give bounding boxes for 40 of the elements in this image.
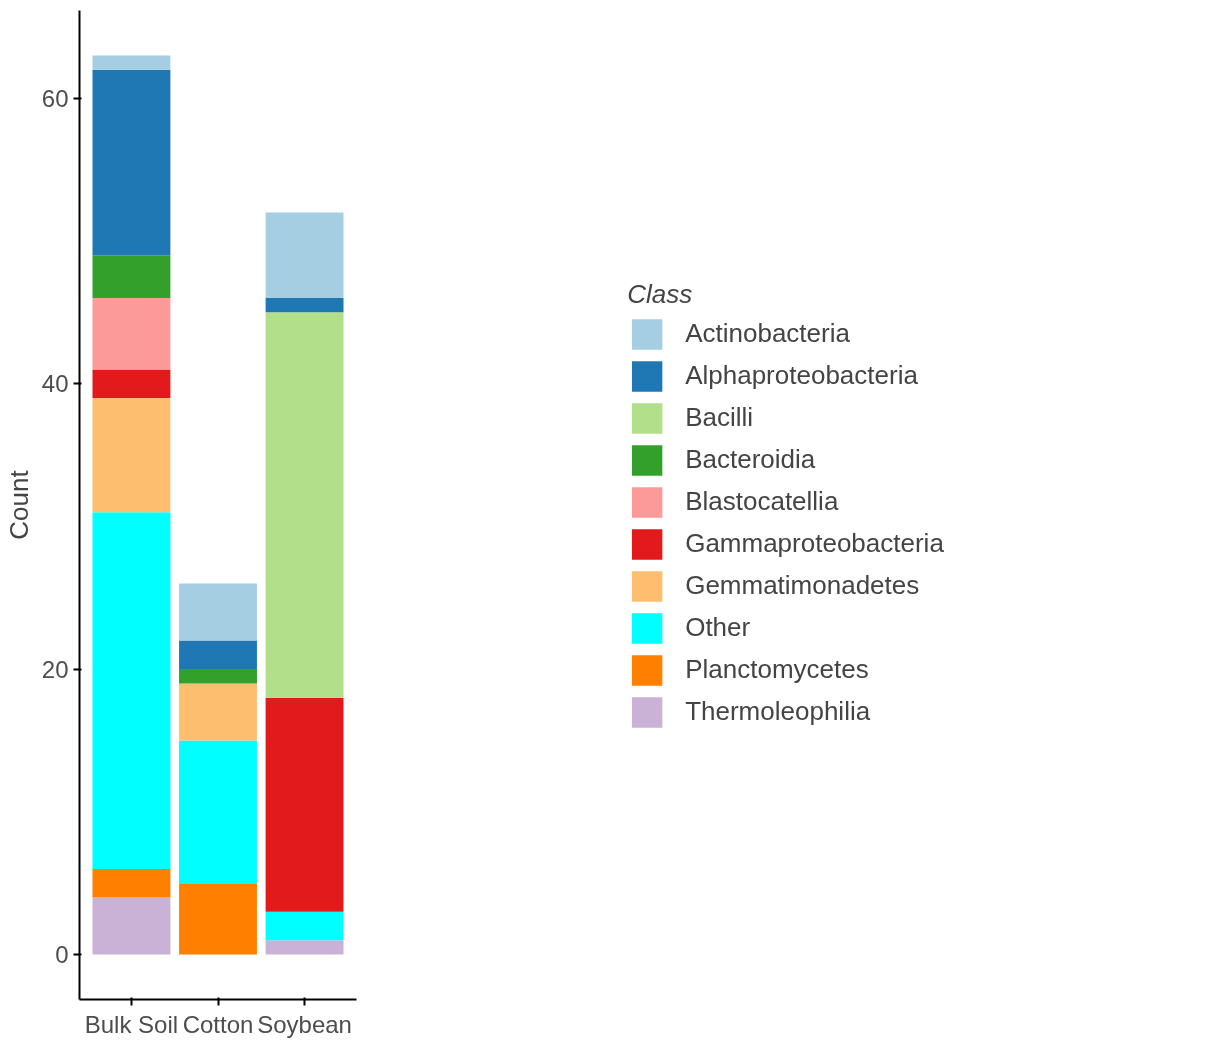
- y-tick-label: 20: [41, 655, 69, 683]
- y-tick-label: 0: [55, 941, 69, 969]
- bar: [92, 255, 171, 299]
- bar: [265, 911, 344, 941]
- bar: [92, 512, 171, 869]
- bar: [179, 883, 257, 955]
- bar: [179, 669, 257, 684]
- x-tick-label: Soybean: [257, 1010, 352, 1038]
- legend-label: Thermoleophilia: [685, 696, 871, 727]
- bar: [92, 868, 171, 898]
- legend-label: Other: [685, 612, 751, 643]
- bar: [179, 740, 257, 884]
- x-tick-label: Cotton: [182, 1010, 254, 1038]
- legend-label: Bacteroidia: [685, 444, 816, 475]
- bar: [265, 312, 344, 698]
- legend-label: Blastocatellia: [685, 486, 839, 517]
- bar: [92, 69, 171, 256]
- bar: [179, 683, 257, 741]
- bar: [92, 369, 171, 398]
- legend-title: Class: [627, 278, 694, 310]
- bar: [265, 940, 344, 955]
- bar: [265, 298, 344, 313]
- bar: [179, 640, 257, 670]
- bar: [92, 298, 171, 370]
- bar: [179, 583, 257, 641]
- y-tick-label: 60: [41, 84, 69, 112]
- y-tick-label: 40: [41, 370, 69, 398]
- bar: [92, 897, 171, 955]
- legend-label: Gammaproteobacteria: [685, 528, 944, 559]
- bar: [265, 212, 344, 299]
- y-axis-title: Count: [3, 469, 34, 540]
- bar: [265, 697, 344, 912]
- legend-label: Planctomycetes: [685, 654, 869, 685]
- x-tick-label: Bulk Soil: [84, 1010, 179, 1038]
- bar: [92, 397, 171, 513]
- legend-label: Bacilli: [685, 402, 754, 433]
- legend-label: Gemmatimonadetes: [685, 570, 920, 601]
- legend-label: Alphaproteobacteria: [685, 360, 918, 391]
- legend-label: Actinobacteria: [685, 318, 850, 349]
- bar: [92, 55, 171, 70]
